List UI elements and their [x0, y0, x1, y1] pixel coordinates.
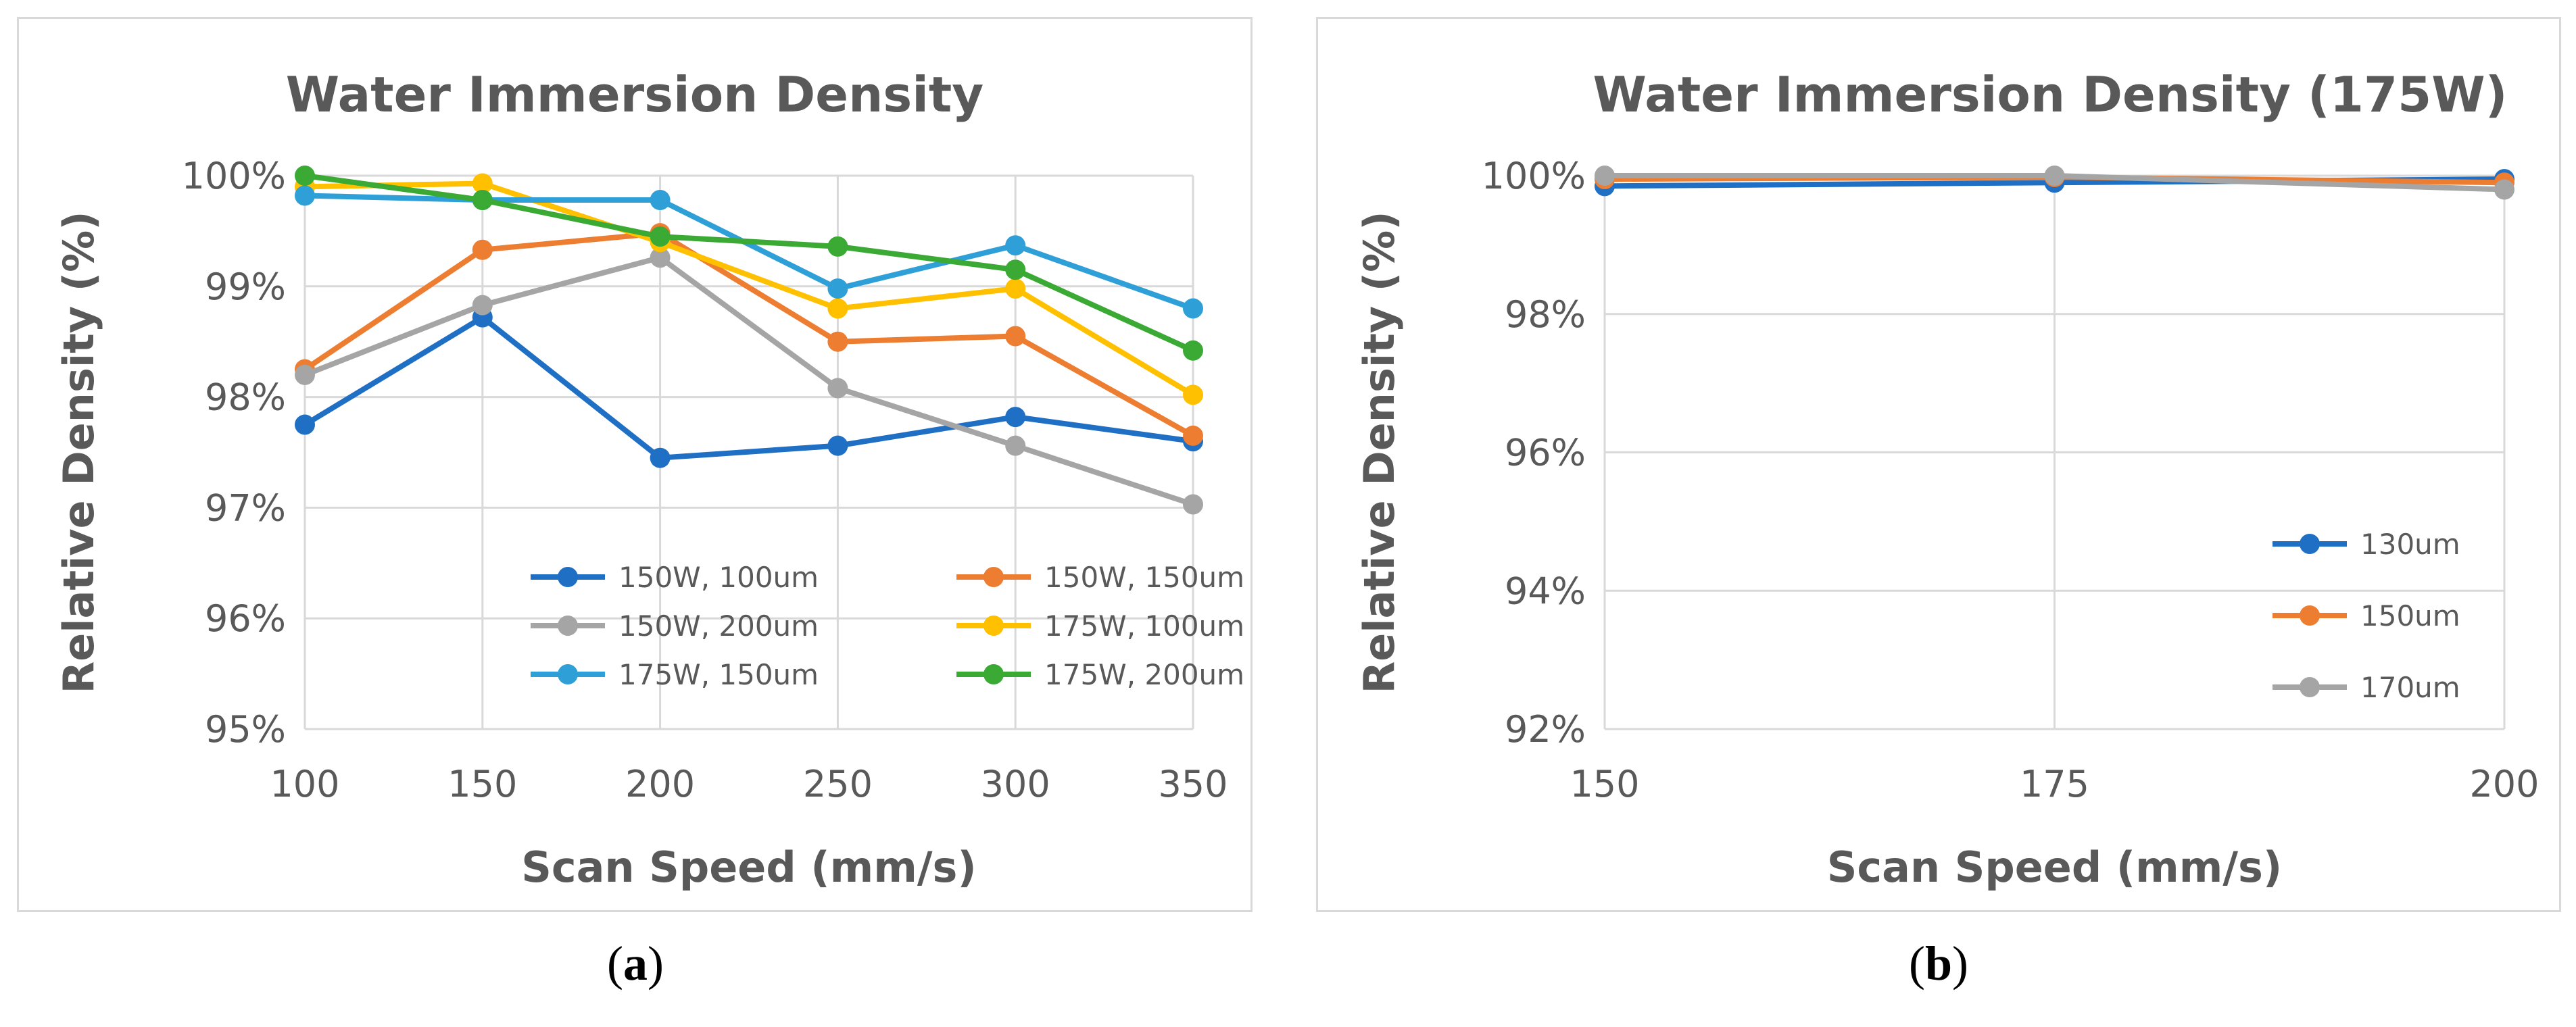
x-tick-label: 175 — [2020, 763, 2089, 805]
legend-label: 130um — [2360, 528, 2460, 561]
y-tick-label: 96% — [1505, 432, 1586, 474]
y-tick-label: 92% — [1505, 708, 1586, 751]
chart-title: Water Immersion Density — [286, 66, 984, 123]
y-tick-label: 100% — [1482, 155, 1586, 197]
legend-swatch-marker — [558, 616, 578, 636]
y-tick-label: 98% — [1505, 293, 1586, 336]
data-point-a-4 — [1005, 278, 1026, 299]
series-line-a-4 — [304, 180, 1195, 397]
x-tick-label: 250 — [803, 763, 873, 805]
legend-label: 170um — [2360, 671, 2460, 704]
data-point-a-5 — [295, 185, 315, 206]
chart-a-svg: Water Immersion Density 95% 96% 97% 98% 99% 10… — [54, 66, 1244, 892]
x-tick-label: 200 — [625, 763, 695, 805]
data-point-b-3 — [2494, 179, 2514, 200]
data-point-a-5 — [1005, 235, 1026, 256]
y-tick-label: 94% — [1505, 570, 1586, 612]
y-axis-title: Relative Density (%) — [1355, 211, 1404, 693]
chart-b-svg: Water Immersion Density (175W) 92% 94% 96% 9… — [1355, 66, 2539, 892]
series-line-a-1 — [303, 314, 1194, 461]
y-tick-label: 95% — [205, 708, 286, 751]
x-axis-title: Scan Speed (mm/s) — [521, 843, 977, 892]
data-point-a-4 — [472, 173, 493, 194]
series-line-a-2 — [303, 230, 1194, 439]
data-point-a-2 — [1183, 425, 1203, 446]
legend-swatch-marker — [2300, 534, 2320, 554]
data-point-a-3 — [295, 364, 315, 385]
legend-swatch-marker — [983, 664, 1004, 684]
legend-swatch-marker — [2300, 605, 2320, 626]
x-tick-label: 300 — [981, 763, 1050, 805]
series-line-a-5 — [304, 193, 1194, 311]
data-point-a-1 — [650, 447, 671, 468]
data-point-a-2 — [472, 239, 493, 260]
legend-label: 150W, 200um — [618, 609, 819, 643]
y-axis-title: Relative Density (%) — [54, 211, 103, 693]
x-axis-title: Scan Speed (mm/s) — [1827, 843, 2283, 892]
data-point-a-3 — [827, 378, 848, 399]
data-point-a-2 — [1005, 326, 1026, 347]
legend-label: 150W, 150um — [1044, 561, 1244, 594]
legend-label: 175W, 200um — [1044, 658, 1244, 691]
y-tick-label: 97% — [205, 486, 286, 529]
y-tick-label: 96% — [205, 597, 286, 640]
data-point-a-1 — [295, 414, 315, 435]
caption-a: (a) — [607, 936, 664, 991]
data-point-a-4 — [827, 298, 848, 319]
chart-panel-b: Water Immersion Density (175W) 92% 94% 96% 9… — [1316, 17, 2561, 912]
data-point-a-3 — [1183, 494, 1203, 515]
data-point-a-6 — [295, 166, 315, 186]
data-point-a-6 — [1005, 259, 1026, 280]
data-point-a-3 — [1005, 435, 1026, 456]
series-line-a-3 — [303, 255, 1194, 507]
data-point-b-3 — [1595, 166, 1615, 186]
data-point-a-2 — [827, 331, 848, 352]
legend-label: 175W, 150um — [618, 658, 819, 691]
legend-swatch-marker — [558, 664, 578, 684]
data-point-a-4 — [1183, 384, 1203, 405]
data-point-a-6 — [827, 236, 848, 257]
x-tick-label: 350 — [1158, 763, 1228, 805]
legend-label: 150W, 100um — [618, 561, 819, 594]
legend-swatch-marker — [2300, 677, 2320, 697]
y-tick-label: 99% — [205, 266, 286, 308]
x-tick-label: 150 — [1570, 763, 1639, 805]
data-point-a-1 — [1005, 407, 1026, 428]
y-tick-label: 100% — [182, 155, 286, 197]
x-tick-label: 150 — [447, 763, 517, 805]
chart-title: Water Immersion Density (175W) — [1593, 66, 2507, 123]
data-point-a-3 — [472, 295, 493, 316]
x-tick-label: 200 — [2469, 763, 2539, 805]
legend-label: 175W, 100um — [1044, 609, 1244, 643]
data-point-a-5 — [827, 278, 848, 299]
x-tick-label: 100 — [270, 763, 339, 805]
data-point-a-6 — [1183, 340, 1203, 361]
data-point-a-3 — [650, 247, 671, 268]
data-point-a-5 — [650, 190, 671, 211]
y-tick-label: 98% — [205, 376, 286, 419]
legend-swatch-marker — [983, 567, 1004, 587]
data-point-a-1 — [827, 435, 848, 456]
data-point-a-5 — [1183, 298, 1203, 319]
legend-label: 150um — [2360, 599, 2460, 632]
data-point-a-6 — [650, 226, 671, 247]
caption-b: (b) — [1908, 936, 1968, 991]
series-line-a-6 — [304, 173, 1194, 353]
legend-swatch-marker — [558, 567, 578, 587]
legend-swatch-marker — [983, 616, 1004, 636]
data-point-a-6 — [472, 190, 493, 211]
data-point-b-3 — [2044, 166, 2065, 186]
chart-panel-a: Water Immersion Density 95% 96% 97% 98% 99% 10… — [17, 17, 1253, 912]
